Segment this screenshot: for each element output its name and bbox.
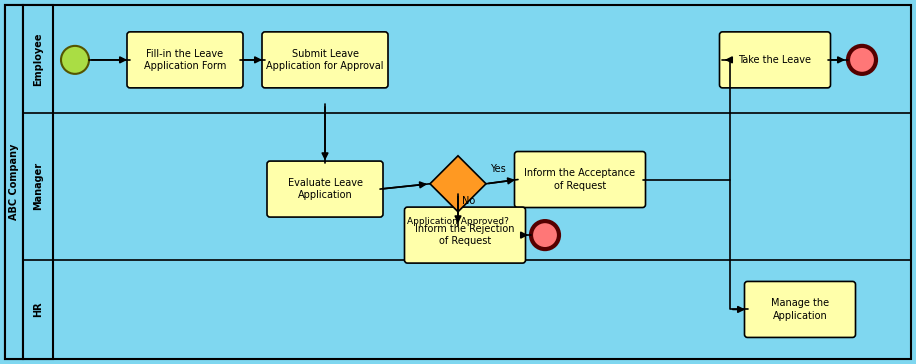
Bar [23, 5, 53, 359]
FancyBboxPatch shape [719, 32, 831, 88]
Text: No: No [462, 196, 475, 206]
FancyBboxPatch shape [267, 161, 383, 217]
Text: Manage the
Application: Manage the Application [771, 298, 829, 321]
Text: Application Approved?: Application Approved? [407, 217, 509, 226]
Text: Fill-in the Leave
Application Form: Fill-in the Leave Application Form [144, 49, 226, 71]
FancyBboxPatch shape [405, 207, 526, 263]
Bar [5, 5, 23, 359]
FancyBboxPatch shape [745, 281, 856, 337]
Circle shape [848, 46, 876, 74]
Text: Inform the Rejection
of Request: Inform the Rejection of Request [415, 224, 515, 246]
FancyBboxPatch shape [262, 32, 388, 88]
Circle shape [61, 46, 89, 74]
Text: HR: HR [33, 302, 43, 317]
Text: Employee: Employee [33, 32, 43, 86]
Text: Submit Leave
Application for Approval: Submit Leave Application for Approval [267, 49, 384, 71]
Polygon shape [430, 156, 486, 212]
FancyBboxPatch shape [515, 151, 646, 207]
Text: Take the Leave: Take the Leave [738, 55, 812, 65]
Text: Evaluate Leave
Application: Evaluate Leave Application [288, 178, 363, 200]
Circle shape [531, 221, 559, 249]
Text: Manager: Manager [33, 162, 43, 210]
Text: Inform the Acceptance
of Request: Inform the Acceptance of Request [525, 168, 636, 191]
Text: ABC Company: ABC Company [9, 144, 19, 220]
FancyBboxPatch shape [127, 32, 243, 88]
Text: Yes: Yes [490, 164, 506, 174]
